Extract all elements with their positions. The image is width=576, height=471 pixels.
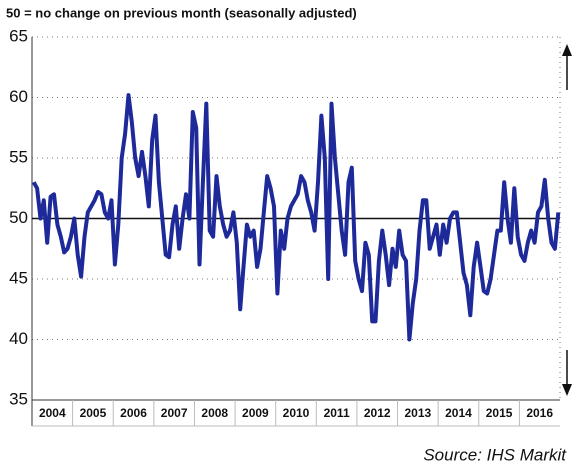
x-tick-label: 2010 — [283, 406, 310, 420]
x-tick-label: 2015 — [486, 406, 513, 420]
y-tick-label: 55 — [9, 147, 28, 166]
y-tick-label: 60 — [9, 87, 28, 106]
x-tick-label: 2005 — [80, 406, 107, 420]
x-tick-label: 2008 — [201, 406, 228, 420]
y-tick-label: 40 — [9, 329, 28, 348]
y-tick-label: 50 — [9, 208, 28, 227]
x-tick-label: 2004 — [39, 406, 66, 420]
up-arrow — [562, 44, 572, 90]
chart-title: 50 = no change on previous month (season… — [6, 5, 357, 20]
down-arrow — [562, 350, 572, 396]
x-tick-label: 2013 — [404, 406, 431, 420]
y-tick-label: 45 — [9, 268, 28, 287]
data-line — [31, 93, 561, 342]
x-tick-label: 2014 — [445, 406, 472, 420]
x-tick-label: 2007 — [161, 406, 188, 420]
x-tick-label: 2009 — [242, 406, 269, 420]
source: Source: IHS Markit — [423, 445, 567, 464]
x-tick-label: 2012 — [364, 406, 391, 420]
x-tick-label: 2006 — [120, 406, 147, 420]
y-tick-label: 65 — [9, 26, 28, 45]
y-tick-label: 35 — [9, 389, 28, 408]
x-tick-label: 2011 — [324, 406, 350, 420]
x-tick-label: 2016 — [526, 406, 553, 420]
